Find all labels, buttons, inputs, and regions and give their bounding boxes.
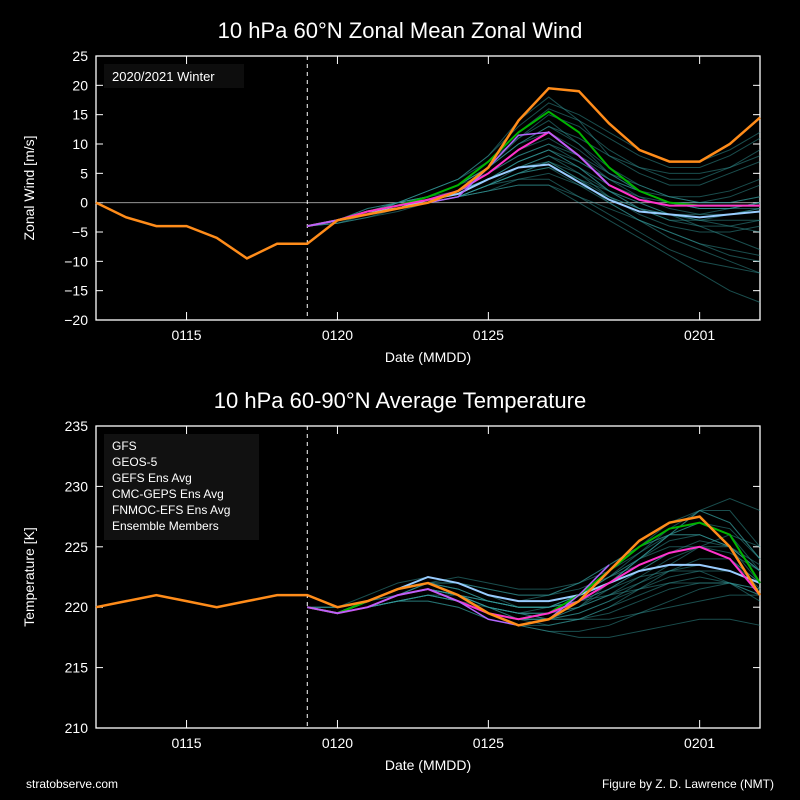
svg-text:0120: 0120 (322, 327, 353, 343)
root: { "layout": { "width": 800, "height": 80… (0, 0, 800, 800)
svg-text:0201: 0201 (684, 735, 715, 751)
svg-text:235: 235 (65, 418, 89, 434)
ensemble-line (307, 167, 760, 249)
figure-svg: 10 hPa 60°N Zonal Mean Zonal Wind −20 −15 −… (0, 0, 800, 800)
svg-text:−15: −15 (64, 283, 88, 299)
ensemble-line (307, 173, 760, 226)
panel-title: 10 hPa 60°N Zonal Mean Zonal Wind (218, 18, 583, 43)
legend-item: Ensemble Members (112, 519, 219, 533)
svg-text:225: 225 (65, 539, 89, 555)
y-axis-label: Zonal Wind [m/s] (21, 135, 37, 240)
svg-text:230: 230 (65, 478, 89, 494)
svg-text:10: 10 (72, 136, 88, 152)
svg-text:220: 220 (65, 599, 89, 615)
ensemble-line (307, 179, 760, 273)
svg-text:0201: 0201 (684, 327, 715, 343)
panel-title: 10 hPa 60-90°N Average Temperature (214, 388, 586, 413)
winter-annotation: 2020/2021 Winter (112, 69, 215, 84)
legend-item: GFS (112, 439, 137, 453)
svg-text:0125: 0125 (473, 735, 504, 751)
svg-text:0125: 0125 (473, 327, 504, 343)
y-axis-label: Temperature [K] (21, 527, 37, 627)
svg-text:25: 25 (72, 48, 88, 64)
svg-text:20: 20 (72, 77, 88, 93)
svg-text:215: 215 (65, 660, 89, 676)
svg-text:0: 0 (80, 195, 88, 211)
svg-text:15: 15 (72, 107, 88, 123)
svg-text:−5: −5 (72, 224, 88, 240)
footer-right: Figure by Z. D. Lawrence (NMT) (602, 777, 774, 791)
svg-text:0115: 0115 (171, 327, 201, 343)
svg-text:5: 5 (80, 165, 88, 181)
legend-item: GEFS Ens Avg (112, 471, 192, 485)
footer-left: stratobserve.com (26, 777, 118, 791)
svg-text:0115: 0115 (171, 735, 201, 751)
legend-item: GEOS-5 (112, 455, 158, 469)
svg-text:−10: −10 (64, 253, 88, 269)
svg-text:0120: 0120 (322, 735, 353, 751)
x-axis-label: Date (MMDD) (385, 757, 471, 773)
legend-item: CMC-GEPS Ens Avg (112, 487, 224, 501)
svg-text:−20: −20 (64, 312, 88, 328)
svg-text:210: 210 (65, 720, 89, 736)
x-axis-label: Date (MMDD) (385, 349, 471, 365)
legend-item: FNMOC-EFS Ens Avg (112, 503, 230, 517)
